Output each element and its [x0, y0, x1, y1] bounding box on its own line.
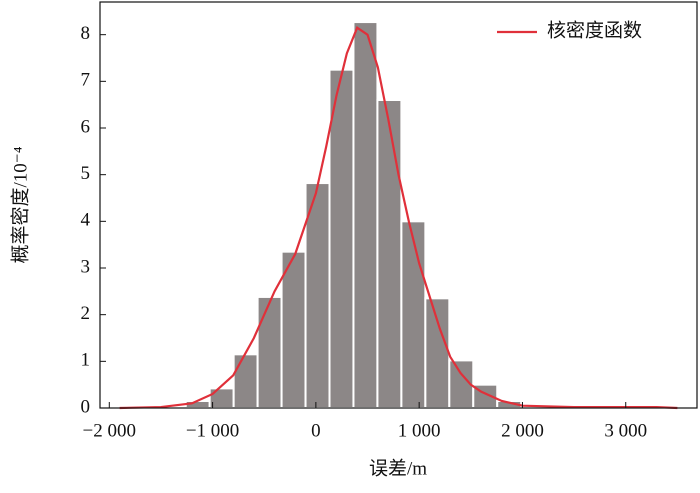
bar	[280, 250, 307, 409]
y-tick-label: 1	[81, 350, 91, 371]
x-tick-label: 1 000	[398, 420, 441, 441]
bar	[424, 297, 451, 410]
kde-line	[119, 25, 678, 410]
y-tick-label: 6	[81, 116, 91, 137]
bar	[232, 353, 259, 410]
x-tick-label: −2 000	[83, 420, 136, 441]
bar	[304, 182, 331, 409]
x-tick-label: −1 000	[186, 420, 239, 441]
y-tick-label: 5	[81, 163, 91, 184]
bar	[352, 21, 379, 409]
y-tick-label: 3	[81, 256, 91, 277]
bar	[328, 68, 355, 410]
y-axis-label: 概率密度/10⁻⁴	[9, 146, 31, 263]
x-tick-label: 0	[311, 420, 321, 441]
plot-frame	[99, 1, 698, 409]
x-tick-label: 2 000	[501, 420, 544, 441]
y-tick-label: 8	[81, 23, 91, 44]
y-tick-label: 0	[81, 396, 91, 417]
x-axis-label: 误差/m	[369, 457, 427, 479]
bar	[400, 220, 427, 409]
x-tick-label: 3 000	[604, 420, 647, 441]
bar	[208, 387, 235, 409]
bar	[256, 295, 283, 409]
y-tick-label: 7	[81, 70, 91, 91]
y-tick-label: 4	[81, 210, 91, 231]
bar	[376, 99, 403, 409]
legend-label: 核密度函数	[547, 19, 642, 41]
y-tick-label: 2	[81, 303, 91, 324]
